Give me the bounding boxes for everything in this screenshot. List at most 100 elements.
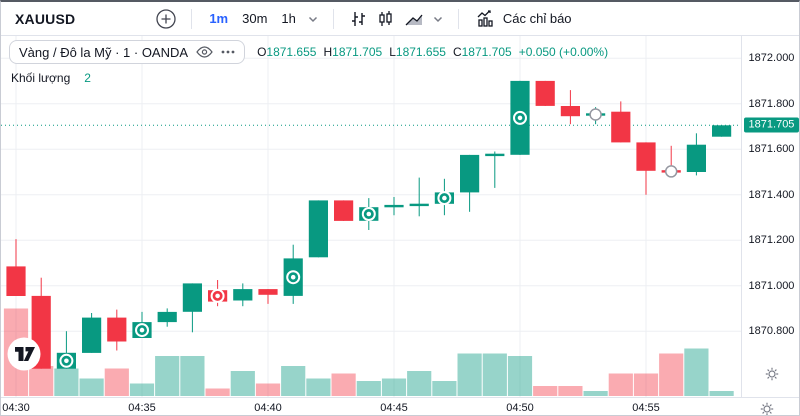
time-tick-label: 04:45: [380, 402, 408, 414]
candle[interactable]: [283, 244, 303, 304]
price-axis[interactable]: 1872.000 1871.800 1871.600 1871.400 1871.200…: [741, 36, 799, 397]
candle[interactable]: [157, 308, 177, 327]
candle-marker-icon: [59, 353, 74, 368]
open-value: 1871.655: [266, 45, 317, 59]
volume-bar: [79, 378, 104, 396]
chart-style-bars-button[interactable]: [344, 5, 372, 33]
bars-chart-icon: [351, 11, 365, 26]
interval-button-30m[interactable]: 30m: [235, 7, 274, 30]
price-tick-label: 1871.200: [748, 234, 795, 247]
compare-add-button[interactable]: [151, 4, 181, 34]
high-label: H: [323, 45, 333, 59]
last-price-badge: 1871.705: [744, 117, 799, 133]
price-tick-label: 1871.600: [748, 143, 795, 156]
symbol-button[interactable]: XAUUSD: [15, 10, 76, 27]
toolbar-separator: [457, 8, 459, 29]
candle[interactable]: [384, 197, 404, 216]
volume-bar: [255, 383, 281, 396]
candle[interactable]: [258, 289, 278, 304]
close-value: 1871.705: [461, 45, 512, 59]
candle-marker-icon: [135, 323, 149, 338]
volume-bar: [684, 348, 709, 396]
candle[interactable]: [686, 133, 706, 176]
time-tick-label: 04:35: [128, 402, 156, 414]
time-axis-settings-gear-icon[interactable]: [760, 402, 774, 416]
candle[interactable]: [56, 331, 76, 369]
volume-bar: [633, 373, 659, 396]
eye-icon[interactable]: [196, 46, 213, 58]
volume-bar: [482, 353, 507, 396]
volume-bar: [533, 386, 558, 396]
chart-style-candles-button[interactable]: [372, 5, 400, 33]
low-label: L: [389, 45, 396, 59]
time-tick-label: 04:50: [506, 402, 534, 414]
candle[interactable]: [636, 142, 656, 195]
indicators-icon: [477, 10, 493, 27]
candle[interactable]: [712, 125, 732, 137]
volume-bar: [155, 356, 180, 396]
toolbar-separator: [332, 8, 334, 29]
candle[interactable]: [510, 80, 530, 155]
candle-marker-icon: [513, 110, 527, 125]
toolbar-separator: [191, 8, 193, 29]
candle-marker-icon: [286, 270, 301, 285]
close-label: C: [452, 45, 462, 59]
candle[interactable]: [586, 107, 606, 125]
interval-button-1h[interactable]: 1h: [274, 7, 302, 30]
candle[interactable]: [82, 313, 102, 353]
volume-bar: [104, 368, 129, 396]
price-tick-label: 1872.000: [748, 52, 795, 65]
legend-symbol-box[interactable]: Vàng / Đô la Mỹ · 1 · OANDA: [9, 40, 246, 64]
toolbar: XAUUSD 1m 30m 1h: [1, 2, 799, 36]
candle[interactable]: [460, 154, 480, 212]
time-tick-label: 04:40: [254, 402, 282, 414]
time-axis[interactable]: 04:30 04:35 04:40 04:45 04:50 04:55: [1, 397, 799, 416]
volume-bar: [432, 381, 457, 396]
volume-bar: [507, 356, 533, 396]
chart-style-menu-button[interactable]: [428, 9, 448, 29]
volume-bar: [29, 366, 54, 396]
volume-bar: [281, 366, 306, 396]
volume-bar: [407, 371, 432, 396]
candle[interactable]: [611, 101, 631, 143]
candle[interactable]: [182, 283, 202, 333]
interval-button-1m[interactable]: 1m: [202, 7, 235, 30]
open-label: O: [257, 45, 267, 59]
volume-bar: [356, 381, 381, 396]
indicators-button[interactable]: Các chỉ báo: [469, 4, 578, 33]
tradingview-logo[interactable]: [7, 337, 41, 371]
candle[interactable]: [208, 280, 228, 307]
chart-style-area-button[interactable]: [400, 5, 428, 33]
candle[interactable]: [409, 177, 429, 217]
volume-bar: [457, 353, 482, 396]
low-value: 1871.655: [395, 45, 446, 59]
indicators-label: Các chỉ báo: [502, 11, 572, 26]
plus-circle-icon: [156, 8, 176, 29]
candlestick-chart[interactable]: [1, 36, 741, 397]
candle[interactable]: [661, 145, 681, 178]
volume-bar: [608, 373, 633, 396]
candle[interactable]: [107, 309, 127, 351]
candle[interactable]: [6, 239, 26, 296]
volume-bar: [180, 356, 205, 396]
price-tick-label: 1870.800: [748, 325, 795, 338]
candle[interactable]: [434, 178, 454, 216]
candle[interactable]: [485, 151, 505, 188]
more-options-icon[interactable]: [221, 50, 235, 54]
volume-bar: [230, 371, 255, 396]
interval-menu-button[interactable]: [303, 9, 323, 29]
candle[interactable]: [132, 311, 152, 338]
candle[interactable]: [308, 200, 328, 258]
price-axis-settings-gear-icon[interactable]: [765, 367, 779, 381]
candle[interactable]: [359, 198, 379, 230]
volume-legend[interactable]: Khối lượng 2: [9, 71, 608, 85]
chevron-down-icon: [433, 16, 442, 22]
candle[interactable]: [535, 80, 555, 106]
candle[interactable]: [560, 90, 580, 125]
volume-bar: [659, 353, 684, 396]
chart-legend: Vàng / Đô la Mỹ · 1 · OANDA O1871.655 H1…: [9, 40, 608, 85]
candle[interactable]: [334, 200, 354, 221]
volume-bar: [129, 383, 155, 396]
candle[interactable]: [233, 283, 253, 307]
